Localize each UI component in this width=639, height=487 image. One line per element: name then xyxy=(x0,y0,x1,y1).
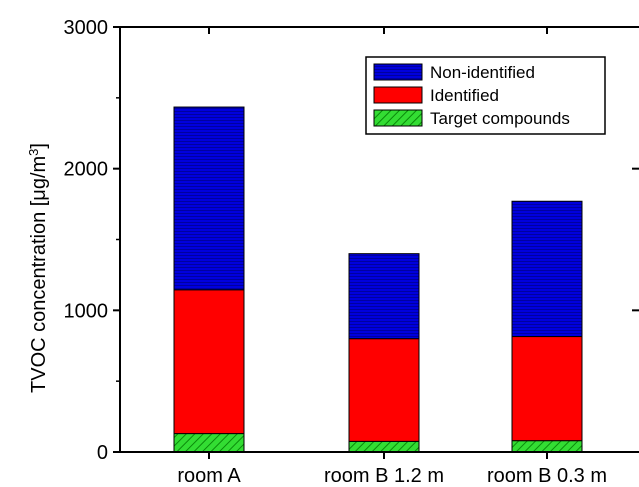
y-axis-title-prefix: TVOC concentration [ xyxy=(28,200,50,393)
bar-room-a-non-identified xyxy=(173,106,245,291)
legend: Non-identified Identified Target compounds xyxy=(365,56,606,135)
bar-room-a-identified xyxy=(173,289,245,435)
x-tick-label: room B 1.2 m xyxy=(324,465,444,487)
legend-label: Non-identified xyxy=(430,63,535,82)
legend-label: Identified xyxy=(430,86,499,105)
y-axis-title: TVOC concentration [μg/m3] xyxy=(26,143,51,393)
bar-room-b-1-2-m-target-compounds xyxy=(348,440,420,453)
bar-room-b-1-2-m-non-identified xyxy=(348,253,420,340)
y-tick-label: 0 xyxy=(97,442,108,464)
x-tick-label: room B 0.3 m xyxy=(487,465,607,487)
y-axis-title-sup: 3 xyxy=(26,149,41,156)
bar-room-b-0-3-m-identified xyxy=(511,336,583,442)
y-axis-title-unit: g/m xyxy=(28,156,50,189)
y-axis-title-suffix: ] xyxy=(28,143,50,149)
legend-label: Target compounds xyxy=(430,109,570,128)
bar-room-b-0-3-m-non-identified xyxy=(511,200,583,338)
bars-group xyxy=(173,106,583,453)
y-tick-label: 2000 xyxy=(64,159,109,181)
legend-swatch-identified xyxy=(373,86,423,104)
x-tick-label: room A xyxy=(177,465,241,487)
tick-labels-group: 0 1000 2000 3000 room A room B 1.2 m room B 0.… xyxy=(64,17,608,487)
y-axis-title-mu: μ xyxy=(28,189,50,201)
axes-group xyxy=(113,26,639,459)
bar-room-b-0-3-m-target-compounds xyxy=(511,440,583,453)
y-tick-label: 1000 xyxy=(64,300,109,322)
bar-room-b-1-2-m-identified xyxy=(348,338,420,442)
legend-swatch-target-compounds xyxy=(373,109,423,127)
bar-room-a-target-compounds xyxy=(173,433,245,453)
legend-swatch-non-identified xyxy=(373,63,423,81)
y-tick-label: 3000 xyxy=(64,17,109,39)
